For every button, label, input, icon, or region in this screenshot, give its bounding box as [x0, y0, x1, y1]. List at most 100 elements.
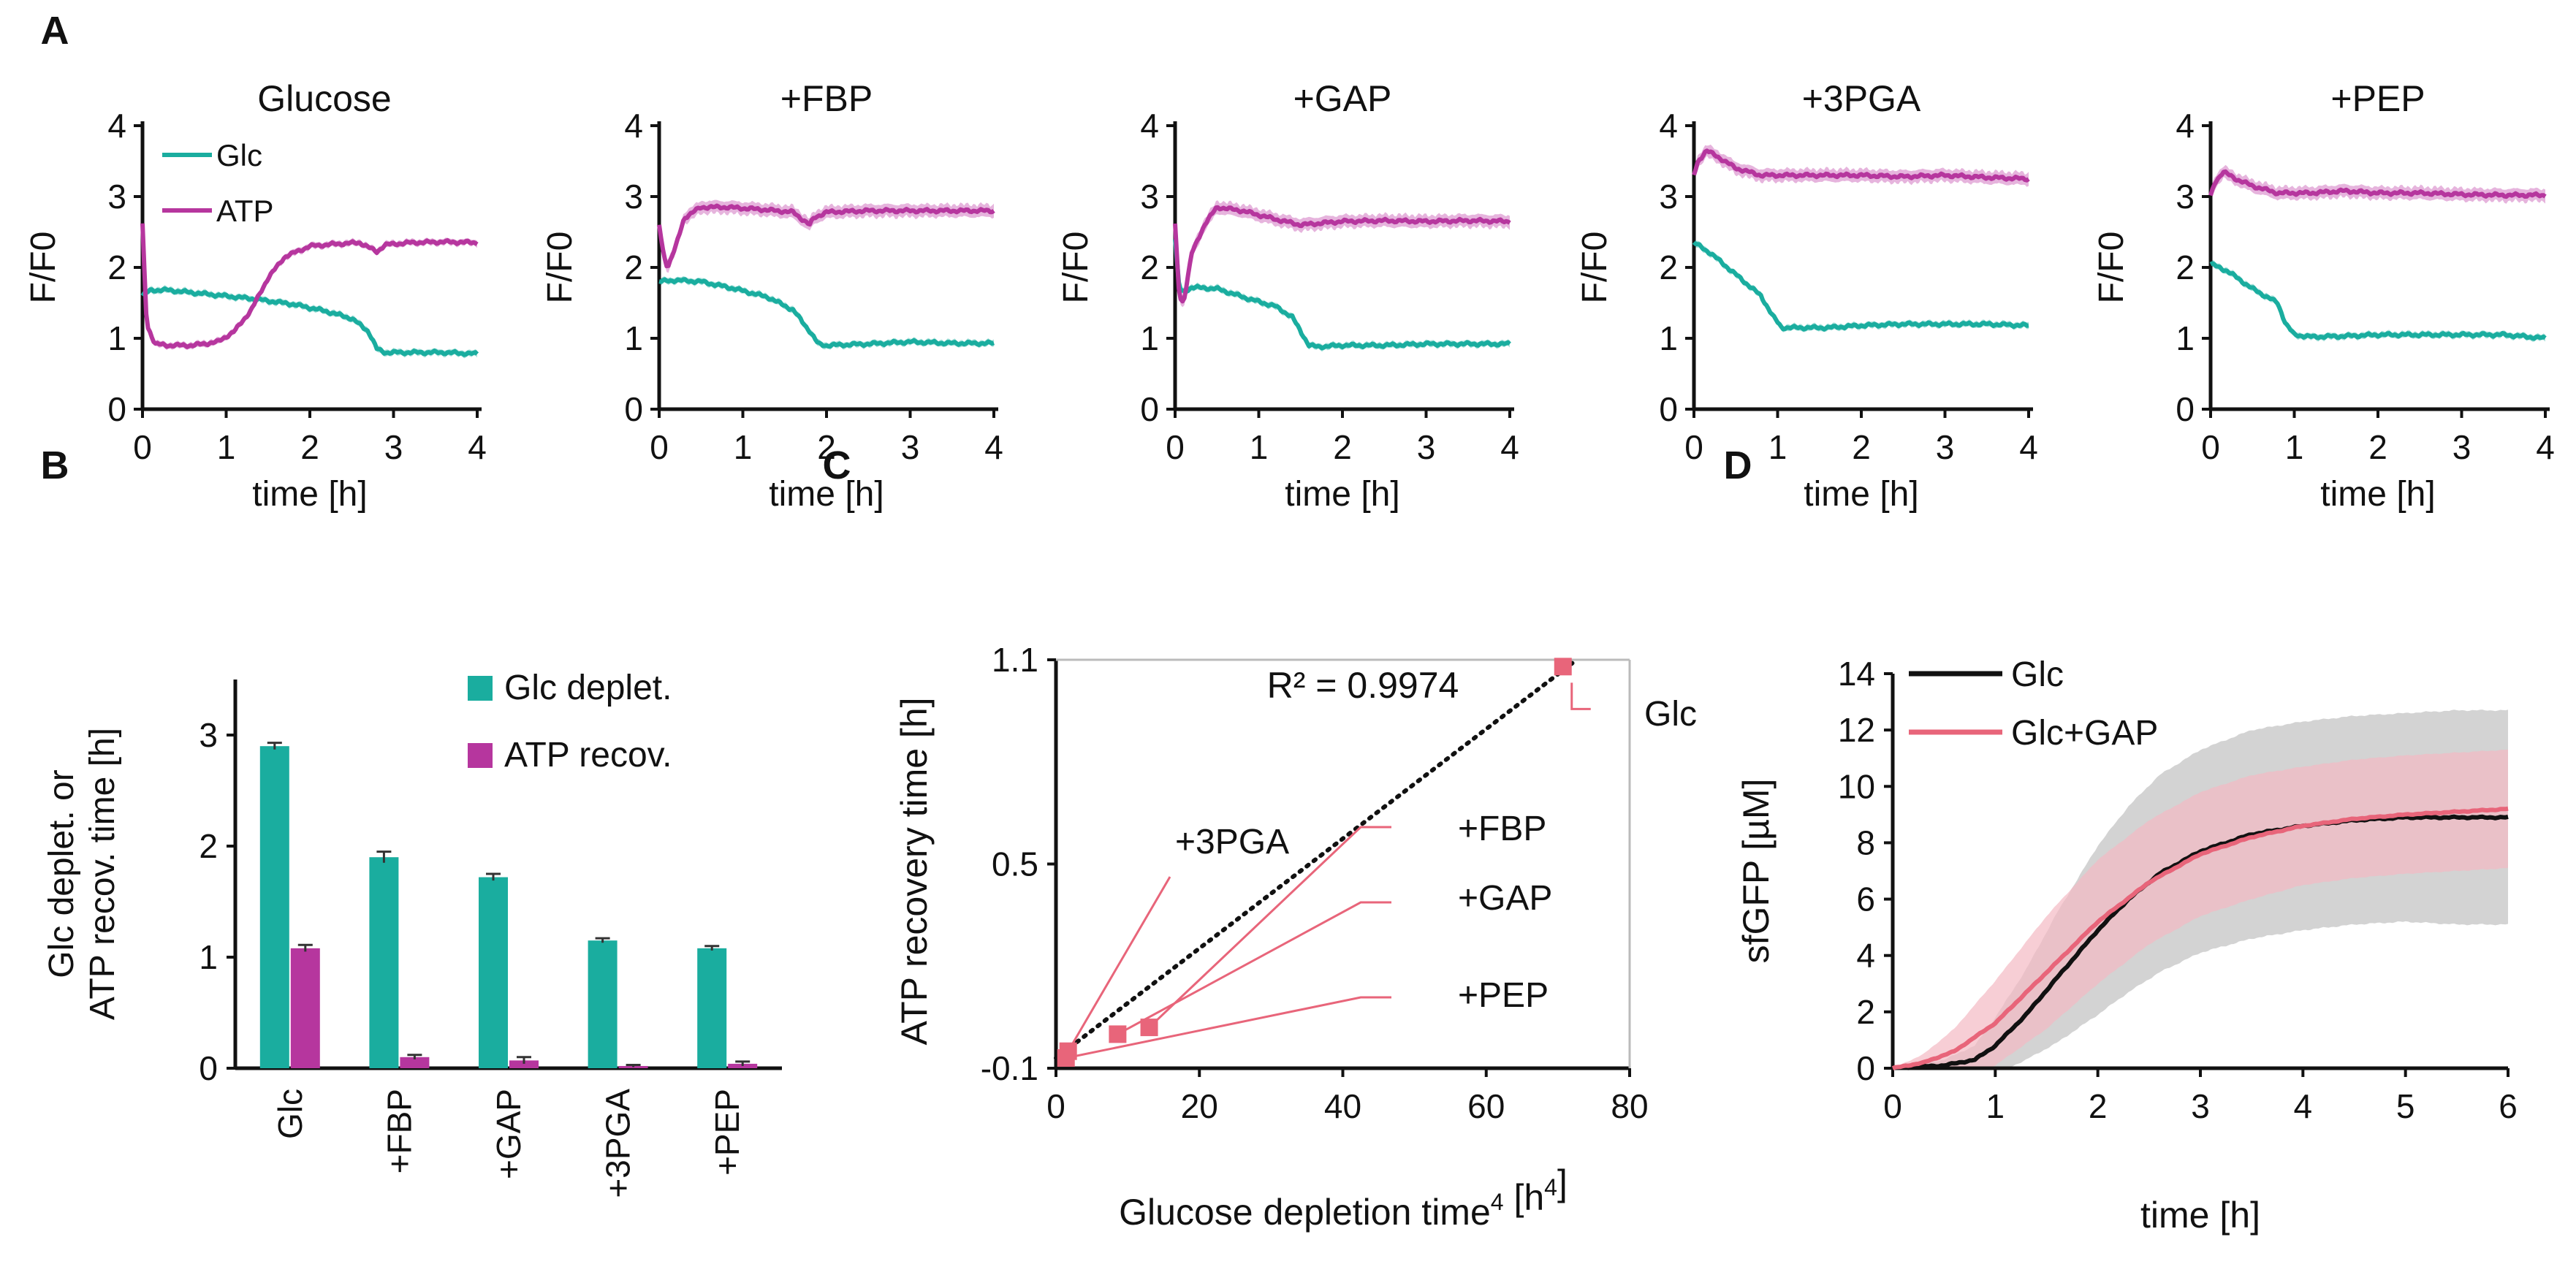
panel-c-trendline	[1054, 661, 1575, 1061]
panel-b-legend-swatch	[468, 743, 493, 768]
panel-a1-x-tick-label: 1	[217, 428, 236, 466]
panel-a1-y-tick-label: 3	[107, 178, 126, 216]
panel-a5-y-tick-label: 0	[2176, 390, 2195, 428]
panel-a3-x-tick-label: 0	[1166, 428, 1185, 466]
panel-b-category-label: Glc	[271, 1089, 309, 1139]
panel-a1-y-tick-label: 1	[107, 319, 126, 357]
panel-b-y-tick-label: 0	[199, 1049, 218, 1087]
panel-b-bar-glc-deplet	[588, 940, 618, 1068]
panel-a4-x-axis-label: time [h]	[1804, 475, 1918, 514]
panel-a4-x-tick-label: 4	[2019, 428, 2038, 466]
panel-d-y-tick-label: 6	[1856, 880, 1875, 918]
panel-c-point	[1109, 1025, 1127, 1043]
panel-a2-x-tick-label: 1	[734, 428, 753, 466]
panel-a1-atp-line	[140, 223, 479, 349]
panel-a3-x-tick-label: 1	[1250, 428, 1269, 466]
panel-a5-x-tick-label: 2	[2368, 428, 2387, 466]
panel-a2-atp-line	[657, 203, 995, 269]
panel-a3-glc-error-band	[1175, 237, 1510, 352]
panel-c-leader-line	[1065, 996, 1391, 1059]
panel-a1-x-tick-label: 4	[468, 428, 487, 466]
panel-c-x-axis-label-superscript: 4	[1491, 1189, 1504, 1215]
panel-a1-legend-label-glc: Glc	[216, 138, 262, 172]
panel-c-x-axis-label-part: ]	[1557, 1162, 1568, 1203]
panel-c-x-axis-label-part: Glucose depletion time	[1119, 1192, 1491, 1233]
panel-a2-y-tick-label: 0	[624, 390, 643, 428]
panel-a5-y-tick-label: 1	[2176, 319, 2195, 357]
panel-c-x-tick-label: 80	[1611, 1087, 1648, 1125]
panel-d-y-tick-label: 10	[1838, 767, 1875, 805]
panel-a4-y-tick-label: 1	[1659, 319, 1678, 357]
panel-a3-x-axis-label: time [h]	[1285, 475, 1399, 514]
panel-a3-y-tick-label: 1	[1140, 319, 1159, 357]
panel-d-x-tick-label: 0	[1883, 1087, 1902, 1125]
panel-a3-y-tick-label: 4	[1140, 107, 1159, 145]
panel-d-x-tick-label: 1	[1986, 1087, 2005, 1125]
panel-c-x-tick-label: 60	[1467, 1087, 1505, 1125]
panel-c-point-label: +GAP	[1458, 879, 1552, 918]
panel-d-y-tick-label: 8	[1856, 823, 1875, 861]
panel-d-x-tick-label: 3	[2191, 1087, 2210, 1125]
panel-d-x-tick-label: 4	[2294, 1087, 2313, 1125]
panel-label-b: B	[41, 444, 69, 487]
panel-b-y-axis-label-line1: Glc deplet. or	[42, 769, 81, 978]
panel-a1-x-tick-label: 3	[384, 428, 403, 466]
panel-c-x-axis-label-part: [h	[1504, 1177, 1545, 1218]
panel-d-glc-gap-line	[1891, 806, 2509, 1070]
panel-a4-atp-line	[1692, 148, 2030, 183]
panel-a1-x-axis-label: time [h]	[252, 475, 367, 514]
panel-a3-y-tick-label: 0	[1140, 390, 1159, 428]
panel-b-bar-glc-deplet	[697, 948, 727, 1068]
panel-a4-x-tick-label: 0	[1684, 428, 1703, 466]
panel-d-x-axis-label: time [h]	[2140, 1195, 2260, 1236]
panel-a4-y-tick-label: 4	[1659, 107, 1678, 145]
panel-a4-glc-line	[1692, 240, 2029, 332]
panel-c-point-label: +PEP	[1458, 976, 1549, 1015]
panel-b-bar-glc-deplet	[479, 877, 508, 1068]
panel-a1-title: Glucose	[257, 78, 391, 119]
panel-a4-y-tick-label: 0	[1659, 390, 1678, 428]
panel-d-y-tick-label: 0	[1856, 1049, 1875, 1087]
panel-a3-y-tick-label: 2	[1140, 248, 1159, 286]
panel-a3-y-axis-label: F/F0	[1057, 232, 1095, 304]
panel-c-y-tick-label: -0.1	[981, 1049, 1038, 1087]
panel-a2-x-tick-label: 4	[984, 428, 1003, 466]
panel-c-y-tick-label: 0.5	[992, 845, 1038, 883]
panel-a4-y-axis-label: F/F0	[1576, 232, 1614, 304]
panel-d-y-tick-label: 2	[1856, 993, 1875, 1031]
panel-a4-title: +3PGA	[1802, 78, 1921, 119]
panel-b-category-label: +GAP	[490, 1089, 528, 1179]
panel-c-point	[1554, 658, 1572, 676]
panel-a1-legend-label-atp: ATP	[216, 194, 274, 228]
panel-a5-title: +PEP	[2330, 78, 2425, 119]
panel-d-x-tick-label: 2	[2089, 1087, 2108, 1125]
panel-b-bar-glc-deplet	[369, 857, 399, 1068]
panel-b-bar-atp-recov	[509, 1060, 539, 1068]
panel-d-y-tick-label: 14	[1838, 655, 1875, 693]
panel-a3-x-tick-label: 3	[1417, 428, 1436, 466]
panel-b-bar-atp-recov	[400, 1057, 430, 1068]
panel-c-point-label: Glc	[1644, 695, 1697, 734]
marks-layer	[140, 148, 2547, 1070]
panel-d-x-tick-label: 6	[2499, 1087, 2518, 1125]
panel-b-y-tick-label: 1	[199, 938, 218, 976]
panel-a1-glc-line	[140, 286, 479, 357]
panel-a4-x-tick-label: 3	[1936, 428, 1955, 466]
panel-c-point	[1057, 1049, 1075, 1067]
panel-a2-y-tick-label: 3	[624, 178, 643, 216]
panel-b-bar-glc-deplet	[259, 746, 289, 1068]
panel-c-leader-line	[1117, 901, 1391, 1035]
panel-c-y-axis-label: ATP recovery time [h]	[894, 697, 935, 1045]
panel-a4-y-tick-label: 2	[1659, 248, 1678, 286]
panel-a5-y-axis-label: F/F0	[2092, 232, 2131, 304]
panel-a1-y-axis-label: F/F0	[24, 232, 63, 304]
panel-label-a: A	[41, 9, 69, 53]
panel-a4-x-tick-label: 1	[1768, 428, 1787, 466]
panel-a3-y-tick-label: 3	[1140, 178, 1159, 216]
panel-b-category-label: +PEP	[708, 1089, 746, 1176]
panel-b-y-tick-label: 2	[199, 827, 218, 865]
panel-c-leader-line	[1148, 826, 1391, 1029]
panel-a3-atp-line	[1173, 205, 1511, 304]
panel-c-x-axis-label-superscript: 4	[1544, 1174, 1557, 1200]
panel-c-x-tick-label: 20	[1181, 1087, 1218, 1125]
